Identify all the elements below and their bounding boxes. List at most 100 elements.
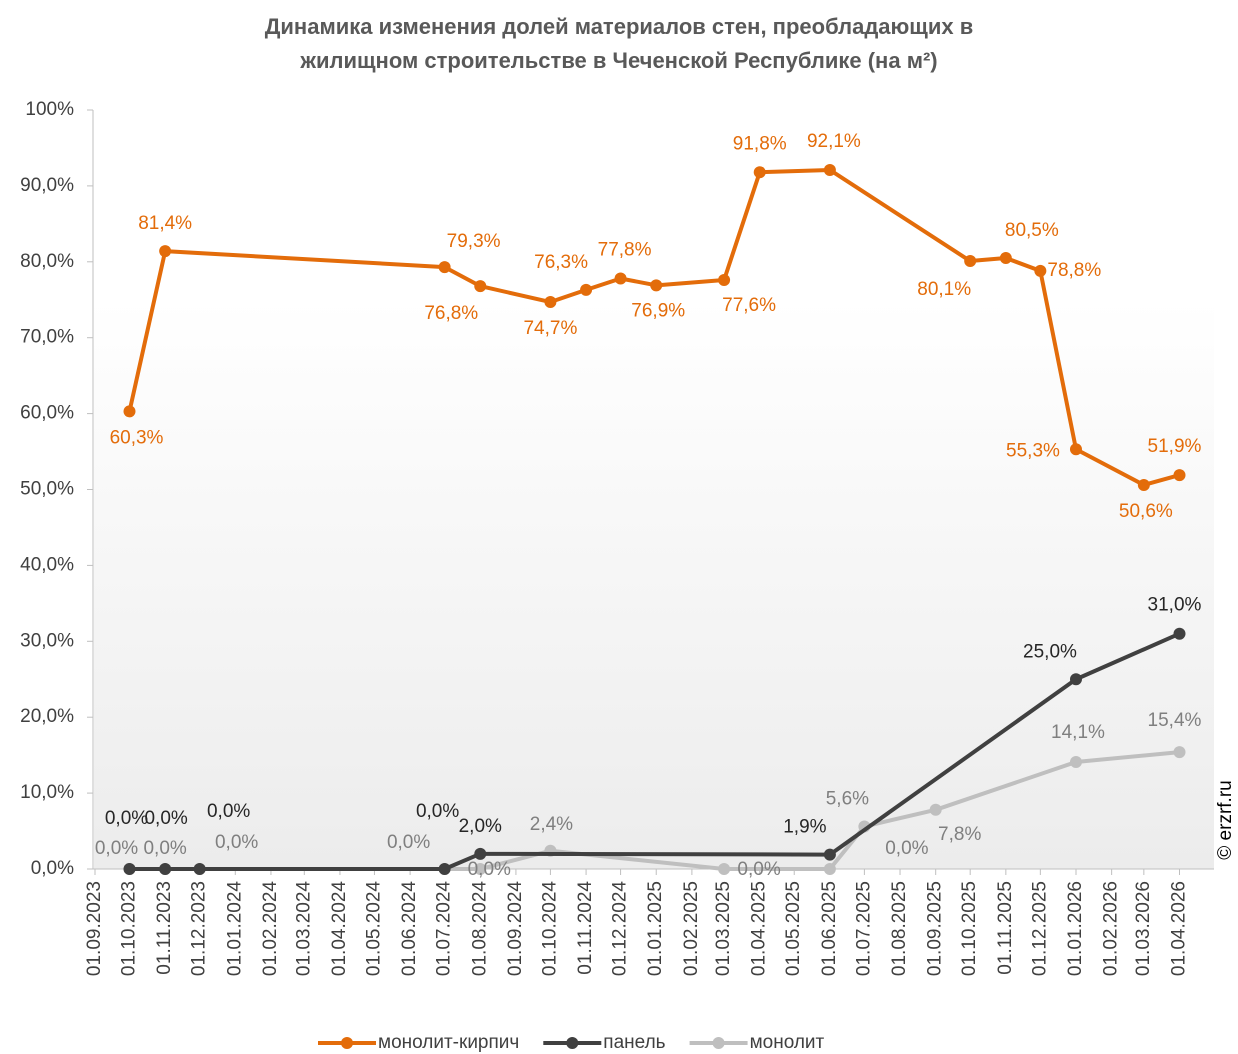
data-label: 1,9% [783, 817, 826, 838]
x-tick-label: 01.03.2024 [293, 881, 314, 977]
data-label: 5,6% [826, 789, 869, 810]
x-tick-label: 01.02.2024 [260, 881, 281, 977]
data-label: 0,0% [885, 838, 928, 859]
data-label: 31,0% [1148, 595, 1202, 616]
data-label: 0,0% [468, 859, 511, 880]
chart-subtitle: жилищном строительстве в Чеченской Респу… [299, 48, 937, 73]
data-point [999, 252, 1012, 265]
data-point [753, 166, 766, 179]
data-point [1173, 469, 1186, 482]
x-tick-label: 01.04.2024 [329, 881, 350, 977]
legend-label: панель [603, 1032, 665, 1053]
data-label: 92,1% [807, 131, 861, 152]
data-label: 0,0% [387, 832, 430, 853]
x-tick-label: 01.11.2025 [995, 881, 1016, 975]
x-tick-label: 01.08.2024 [469, 881, 490, 977]
data-point [823, 163, 836, 176]
y-tick-label: 10,0% [20, 782, 74, 803]
data-label: 0,0% [215, 832, 258, 853]
plot-background [94, 110, 1214, 869]
data-point [580, 283, 593, 296]
x-tick-label: 01.07.2025 [853, 881, 874, 976]
legend-marker [712, 1037, 725, 1049]
data-point [544, 296, 557, 309]
data-label: 0,0% [95, 838, 138, 859]
legend-marker [341, 1037, 353, 1049]
data-label: 0,0% [143, 838, 186, 859]
x-tick-label: 01.10.2024 [539, 881, 560, 977]
data-point [718, 863, 731, 875]
data-point [1173, 627, 1186, 640]
x-tick-label: 01.01.2026 [1065, 881, 1086, 976]
data-label: 15,4% [1148, 710, 1202, 731]
data-point [123, 863, 136, 875]
x-tick-label: 01.04.2026 [1169, 881, 1190, 976]
x-tick-label: 01.01.2025 [645, 881, 666, 976]
x-tick-label: 01.11.2024 [575, 881, 596, 975]
x-tick-label: 01.11.2023 [154, 881, 175, 975]
data-point [964, 255, 977, 268]
data-point [1034, 264, 1047, 277]
x-tick-label: 01.07.2024 [434, 881, 455, 977]
data-label: 2,0% [459, 816, 502, 837]
x-tick-label: 01.01.2024 [224, 881, 245, 977]
data-point [929, 803, 942, 816]
data-label: 0,0% [144, 808, 187, 829]
data-point [474, 280, 487, 293]
data-point [614, 272, 627, 285]
y-tick-label: 90,0% [20, 175, 74, 196]
data-label: 77,8% [598, 240, 652, 261]
legend-label: монолит [750, 1032, 825, 1053]
data-label: 0,0% [207, 801, 250, 822]
data-label: 55,3% [1006, 440, 1060, 461]
data-label: 78,8% [1047, 260, 1101, 281]
copyright: © erzrf.ru [1215, 780, 1236, 859]
data-point [438, 261, 451, 274]
data-label: 0,0% [416, 801, 459, 822]
data-point [718, 274, 731, 287]
y-tick-label: 60,0% [20, 403, 74, 424]
x-tick-label: 01.08.2025 [889, 881, 910, 976]
y-tick-label: 50,0% [20, 479, 74, 500]
y-tick-label: 0,0% [31, 858, 74, 879]
data-label: 80,5% [1005, 220, 1059, 241]
x-tick-label: 01.12.2025 [1029, 881, 1050, 976]
data-point [823, 863, 836, 875]
x-tick-label: 01.05.2025 [783, 881, 804, 976]
x-tick-label: 01.02.2026 [1101, 881, 1122, 976]
x-tick-label: 01.02.2025 [681, 881, 702, 976]
x-tick-label: 01.06.2024 [399, 881, 420, 977]
data-point [123, 405, 136, 418]
y-tick-label: 80,0% [20, 251, 74, 272]
data-label: 0,0% [737, 859, 780, 880]
data-point [159, 863, 172, 875]
y-tick-label: 30,0% [20, 630, 74, 651]
data-label: 81,4% [138, 213, 192, 234]
data-point [1137, 478, 1150, 491]
y-tick-label: 20,0% [20, 706, 74, 727]
x-tick-label: 01.09.2023 [84, 881, 105, 976]
data-label: 76,8% [424, 303, 478, 324]
x-tick-label: 01.05.2024 [363, 881, 384, 977]
data-label: 80,1% [917, 279, 971, 300]
data-label: 60,3% [110, 427, 164, 448]
data-label: 77,6% [722, 295, 776, 316]
y-tick-label: 40,0% [20, 554, 74, 575]
data-label: 76,3% [534, 252, 588, 273]
legend-label: монолит-кирпич [378, 1032, 519, 1053]
data-point [193, 863, 206, 875]
x-tick-label: 01.03.2026 [1133, 881, 1154, 976]
x-tick-label: 01.10.2023 [119, 881, 140, 976]
data-point [159, 245, 172, 258]
data-label: 91,8% [733, 133, 787, 154]
data-label: 74,7% [523, 318, 577, 339]
x-tick-label: 01.12.2023 [189, 881, 210, 976]
data-label: 51,9% [1148, 436, 1202, 457]
y-tick-label: 100% [25, 99, 74, 120]
x-tick-label: 01.10.2025 [959, 881, 980, 976]
data-label: 14,1% [1051, 722, 1105, 743]
x-tick-label: 01.12.2024 [610, 881, 631, 977]
x-tick-label: 01.03.2025 [713, 881, 734, 976]
x-tick-label: 01.06.2025 [819, 881, 840, 976]
